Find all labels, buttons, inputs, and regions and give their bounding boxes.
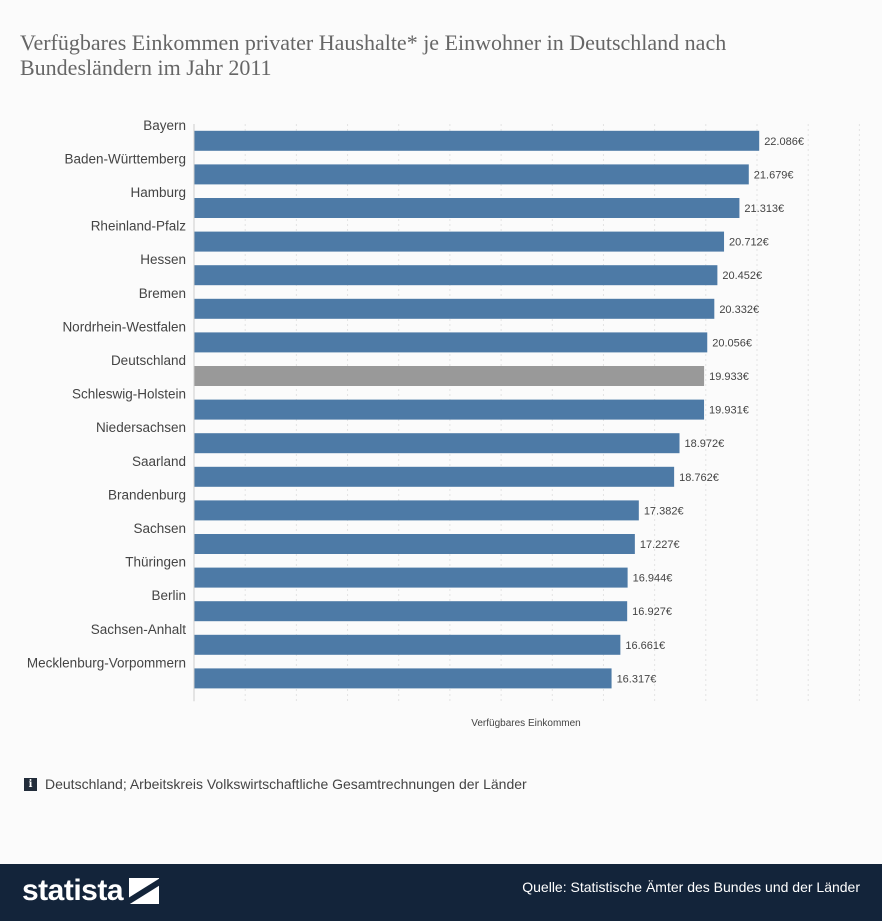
category-label: Hessen [140,252,186,267]
bar-berlin[interactable] [194,601,628,622]
bar-bayern[interactable] [194,130,760,151]
value-label: 20.452€ [722,270,762,282]
value-label: 16.317€ [617,673,657,685]
value-label: 21.679€ [754,169,794,181]
statista-logo[interactable]: statista [22,874,160,908]
category-label: Berlin [151,588,186,603]
bar-bremen[interactable] [194,298,715,319]
category-label: Mecklenburg-Vorpommern [27,655,186,670]
value-label: 16.661€ [625,640,665,652]
category-label: Thüringen [125,555,186,570]
bar-sachsen[interactable] [194,534,635,554]
bar-hamburg[interactable] [194,198,740,218]
page-title: Verfügbares Einkommen privater Haushalte… [20,30,727,80]
category-label: Rheinland-Pfalz [91,219,187,234]
category-label: Baden-Württemberg [64,151,186,166]
x-axis-title: Verfügbares Einkommen [471,718,581,729]
bar-rheinland-pfalz[interactable] [194,231,725,252]
category-label: Schleswig-Holstein [72,387,186,402]
footer: statista Quelle: Statistische Ämter des … [0,864,882,921]
value-label: 17.227€ [640,539,680,551]
value-label: 18.762€ [679,472,719,484]
source-note: i Deutschland; Arbeitskreis Volkswirtsch… [24,776,527,792]
category-label: Brandenburg [108,487,186,502]
category-label: Bayern [143,118,186,133]
bar-thüringen[interactable] [194,567,628,588]
value-label: 22.086€ [764,136,804,148]
category-label: Bremen [139,286,186,301]
category-label: Deutschland [111,353,186,368]
footer-source: Quelle: Statistische Ämter des Bundes un… [522,879,860,895]
value-label: 19.931€ [709,405,749,417]
source-note-text: Deutschland; Arbeitskreis Volkswirtschaf… [45,776,527,792]
category-label: Nordrhein-Westfalen [62,319,186,334]
bar-niedersachsen[interactable] [194,433,680,454]
value-label: 20.712€ [729,237,769,249]
bar-mecklenburg-vorpommern[interactable] [194,668,612,689]
statista-logo-icon [129,878,160,904]
category-label: Sachsen-Anhalt [91,622,187,637]
bar-schleswig-holstein[interactable] [194,399,705,420]
value-label: 19.933€ [709,371,749,383]
category-label: Saarland [132,454,186,469]
value-label: 21.313€ [744,203,784,215]
bar-hessen[interactable] [194,265,718,286]
category-label: Niedersachsen [96,420,186,435]
bar-brandenburg[interactable] [194,500,639,521]
category-label: Sachsen [133,521,186,536]
bar-chart: Bayern Baden-Württemberg Hamburg Rheinland-… [27,118,860,729]
category-label: Hamburg [130,185,186,200]
bar-sachsen-anhalt[interactable] [194,634,621,655]
value-label: 16.927€ [632,606,672,618]
value-label: 17.382€ [644,505,684,517]
bars [194,130,760,689]
value-label: 16.944€ [633,573,673,585]
category-labels: Bayern Baden-Württemberg Hamburg Rheinland-… [27,118,186,671]
bar-deutschland[interactable] [194,366,705,386]
bar-nordrhein-westfalen[interactable] [194,332,708,353]
logo-text: statista [22,874,124,907]
value-label: 20.332€ [719,304,759,316]
bar-saarland[interactable] [194,466,675,487]
info-icon[interactable]: i [24,777,37,791]
value-label: 18.972€ [685,438,725,450]
value-labels: 22.086€ 21.679€ 21.313€ 20.712€ 20.452€ 20.33… [617,136,804,686]
bar-baden-württemberg[interactable] [194,164,749,185]
value-label: 20.056€ [712,337,752,349]
